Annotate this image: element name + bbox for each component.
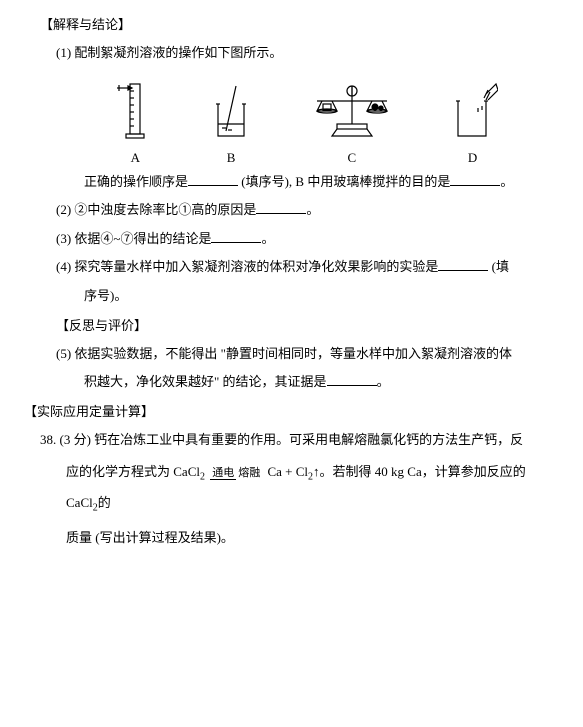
q38-line3: 质量 (写出计算过程及结果)。 (40, 524, 543, 553)
q2-b: 。 (306, 202, 319, 217)
blank-4 (211, 229, 261, 243)
q1-text: (1) 配制絮凝剂溶液的操作如下图所示。 (40, 39, 543, 68)
q38-line2: 应的化学方程式为 CaCl2 通电熔融 Ca + Cl2↑。若制得 40 kg … (40, 458, 543, 519)
q4-a: (4) 探究等量水样中加入絮凝剂溶液的体积对净化效果影响的实验是 (56, 259, 438, 274)
label-a: A (131, 150, 140, 166)
blank-2 (450, 172, 500, 186)
q38-line1: 38. (3 分) 钙在冶炼工业中具有重要的作用。可采用电解熔融氯化钙的方法生产… (40, 426, 543, 455)
q1-l2a: 正确的操作顺序是 (84, 174, 188, 189)
q4-b: (填 (488, 259, 509, 274)
q38-l2a: 应的化学方程式为 CaCl (66, 464, 200, 479)
q5-cont: 积越大，净化效果越好" 的结论，其证据是 。 (40, 368, 543, 397)
q1-l2b: (填序号), B 中用玻璃棒搅拌的目的是 (238, 174, 450, 189)
q38-l2b: Ca + Cl (267, 464, 308, 479)
q2-a: (2) ②中浊度去除率比①高的原因是 (56, 202, 256, 217)
q5-b: 积越大，净化效果越好" 的结论，其证据是 (84, 374, 327, 389)
section-explain-title: 【解释与结论】 (40, 14, 543, 33)
label-b: B (227, 150, 236, 166)
diagram-a: A (115, 76, 155, 166)
section-reflect-title: 【反思与评价】 (40, 315, 543, 334)
section-calc-title: 【实际应用定量计算】 (24, 401, 543, 420)
diagram-c: C (307, 76, 397, 166)
graduated-cylinder-icon (115, 76, 155, 146)
beaker-stir-icon (206, 76, 256, 146)
q3: (3) 依据④~⑦得出的结论是 。 (40, 225, 543, 254)
q5: (5) 依据实验数据，不能得出 "静置时间相同时，等量水样中加入絮凝剂溶液的体 (40, 340, 543, 369)
diagram-d: D (448, 76, 498, 166)
q5-c: 。 (377, 374, 390, 389)
diagram-b: B (206, 76, 256, 166)
blank-5 (438, 257, 488, 271)
diagram-row: A B (70, 76, 543, 166)
q1-l2c: 。 (500, 174, 513, 189)
reaction-arrow-icon: 通电熔融 (210, 467, 262, 479)
frac-top: 通电 (210, 467, 236, 480)
blank-1 (188, 172, 238, 186)
blank-6 (327, 372, 377, 386)
label-d: D (468, 150, 477, 166)
sub1: 2 (200, 472, 205, 483)
q1-line2: 正确的操作顺序是 (填序号), B 中用玻璃棒搅拌的目的是 。 (40, 168, 543, 197)
balance-scale-icon (307, 76, 397, 146)
q3-a: (3) 依据④~⑦得出的结论是 (56, 231, 211, 246)
q38-l2d: 的 (98, 495, 111, 510)
q4-cont: 序号)。 (40, 282, 543, 311)
q4: (4) 探究等量水样中加入絮凝剂溶液的体积对净化效果影响的实验是 (填 (40, 253, 543, 282)
frac-bot: 熔融 (236, 467, 262, 479)
beaker-pour-icon (448, 76, 498, 146)
blank-3 (256, 200, 306, 214)
label-c: C (348, 150, 357, 166)
q2: (2) ②中浊度去除率比①高的原因是 。 (40, 196, 543, 225)
q3-b: 。 (261, 231, 274, 246)
